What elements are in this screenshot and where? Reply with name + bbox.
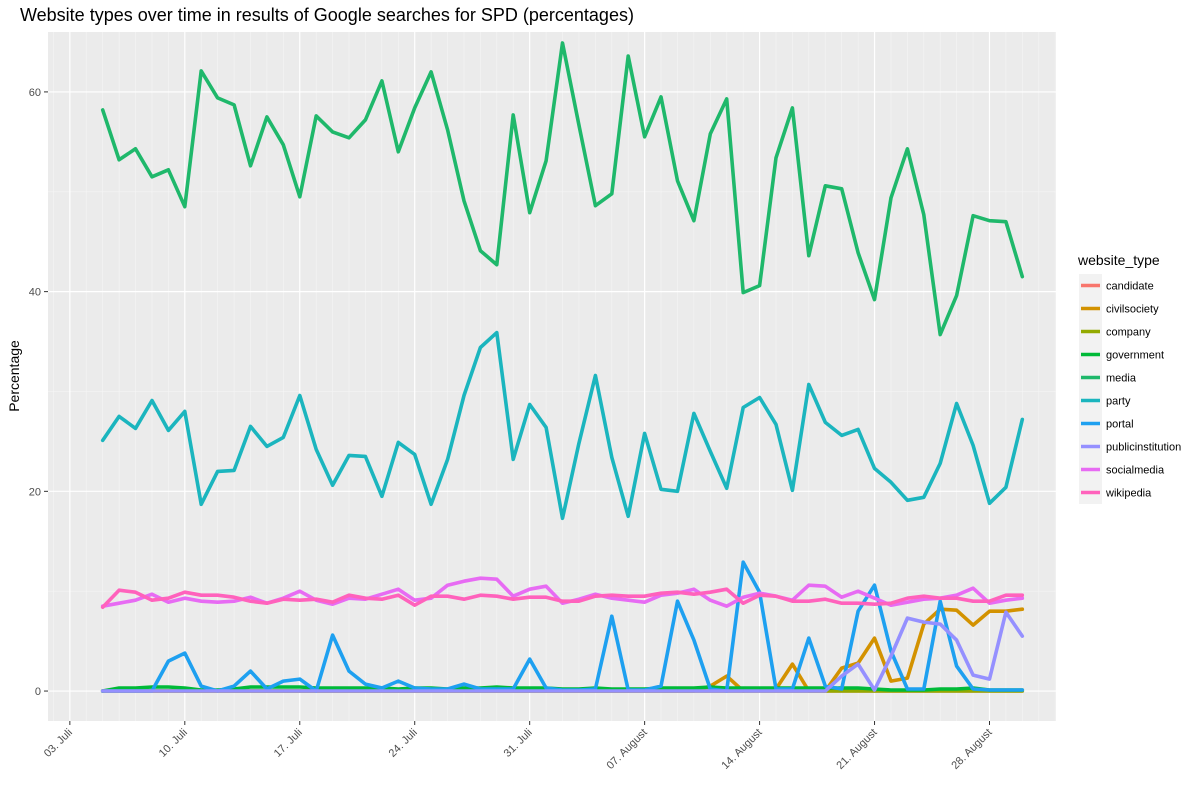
legend-label-party: party	[1106, 396, 1131, 408]
chart-title: Website types over time in results of Go…	[20, 5, 634, 25]
x-tick-label: 24. Juli	[387, 727, 420, 760]
x-tick-label: 31. Juli	[502, 727, 535, 760]
series-line-media	[100, 41, 1025, 337]
legend-label-socialmedia: socialmedia	[1106, 465, 1165, 477]
series-line-party	[100, 330, 1025, 521]
x-tick-label: 10. Juli	[157, 727, 190, 760]
legend-label-candidate: candidate	[1106, 281, 1154, 293]
x-tick-label: 28. August	[949, 727, 994, 772]
y-tick-label: 20	[29, 486, 41, 498]
series-line-wikipedia	[100, 587, 1025, 610]
y-axis-title: Percentage	[6, 340, 22, 412]
y-tick-label: 40	[29, 287, 41, 299]
legend-label-media: media	[1106, 373, 1137, 385]
series-lines	[100, 41, 1025, 693]
legend-label-wikipedia: wikipedia	[1105, 488, 1152, 500]
legend-label-publicinstitution: publicinstitution	[1106, 442, 1181, 454]
y-tick-label: 60	[29, 87, 41, 99]
legend-label-civilsociety: civilsociety	[1106, 304, 1159, 316]
y-axis: 0 20 40 60	[29, 87, 48, 698]
legend-label-portal: portal	[1106, 419, 1134, 431]
x-tick-label: 03. Juli	[42, 727, 75, 760]
series-line-socialmedia	[100, 576, 1025, 609]
x-axis: 03. Juli 10. Juli 17. Juli 24. Juli 31. Juli…	[42, 721, 995, 772]
y-tick-label: 0	[35, 686, 41, 698]
legend-label-government: government	[1106, 350, 1164, 362]
x-tick-label: 21. August	[834, 727, 879, 772]
legend: website_type candidate civilsociety compan…	[1077, 252, 1181, 504]
x-tick-label: 17. Juli	[272, 727, 305, 760]
x-tick-label: 14. August	[719, 727, 764, 772]
series-line-publicinstitution	[100, 610, 1025, 693]
legend-title: website_type	[1077, 252, 1160, 268]
legend-label-company: company	[1106, 327, 1151, 339]
plot-panel	[48, 32, 1056, 721]
x-tick-label: 07. August	[604, 727, 649, 772]
